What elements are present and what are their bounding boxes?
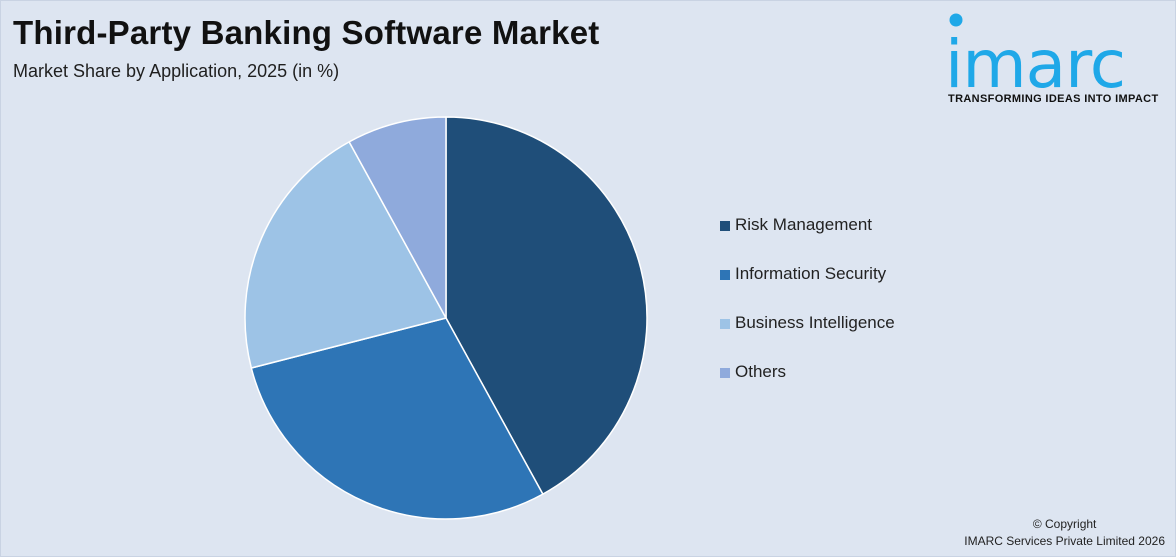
legend-swatch [720,221,730,231]
legend-swatch [720,368,730,378]
legend-label: Others [735,362,787,381]
pie-slice-others [348,116,447,319]
pie-slice-business-intelligence [244,141,447,369]
legend-label: Information Security [735,264,887,283]
logo-tagline: TRANSFORMING IDEAS INTO IMPACT [948,93,1159,105]
imarc-wordmark-logo: imarc [946,13,1126,92]
pie-slices [244,116,648,520]
logo-wordmark-text: imarc [946,26,1125,92]
pie-slice-information-security [250,317,544,520]
legend-label: Business Intelligence [735,313,895,332]
copyright-notice: © Copyright IMARC Services Private Limit… [964,516,1165,550]
pie-slice-risk-management [445,116,648,495]
imarc-logo: imarc TRANSFORMING IDEAS INTO IMPACT [946,12,1172,108]
copyright-line: © Copyright [1032,517,1097,531]
legend-label: Risk Management [735,215,873,234]
pie-chart [244,116,648,520]
chart-title: Third-Party Banking Software Market [13,14,600,51]
copyright-company: IMARC Services Private Limited 2026 [964,534,1165,548]
logo-dot [949,13,963,27]
legend-swatch [720,270,730,280]
chart-subtitle: Market Share by Application, 2025 (in %) [13,61,340,81]
legend-swatch [720,319,730,329]
